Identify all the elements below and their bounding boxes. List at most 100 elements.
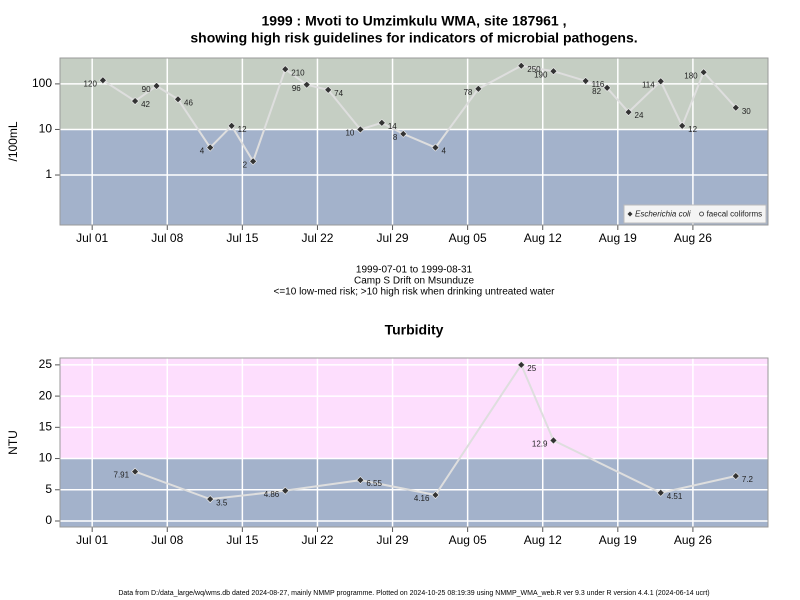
data-label: 12 <box>238 125 247 134</box>
data-point <box>227 121 236 130</box>
data-label: 114 <box>642 80 655 89</box>
x-tick-label: Jul 22 <box>301 533 333 547</box>
data-label: 6.55 <box>366 479 382 488</box>
x-tick-label: Aug 19 <box>599 231 637 245</box>
data-label: 120 <box>84 79 98 88</box>
x-tick-label: Aug 05 <box>449 231 487 245</box>
data-label: 14 <box>388 122 397 131</box>
data-label: 210 <box>291 68 305 77</box>
data-point <box>206 495 215 504</box>
x-tick-label: Aug 05 <box>449 533 487 547</box>
x-tick-label: Jul 01 <box>76 533 108 547</box>
data-label: 82 <box>592 87 601 96</box>
plot-frame <box>59 357 769 528</box>
data-point <box>152 82 161 90</box>
data-label: 3.5 <box>216 498 228 507</box>
x-tick-label: Aug 12 <box>524 231 562 245</box>
chart-title: Turbidity <box>385 322 444 338</box>
data-point <box>206 143 215 152</box>
y-tick-label: 5 <box>45 482 52 496</box>
data-point <box>549 67 558 76</box>
y-axis-label: /100mL <box>6 121 20 161</box>
x-tick-label: Jul 29 <box>377 533 409 547</box>
data-label: 12.9 <box>532 440 548 449</box>
data-label: 25 <box>527 364 536 373</box>
legend-marker <box>699 211 704 217</box>
data-label: 4 <box>441 147 446 156</box>
data-point <box>549 436 558 445</box>
data-label: 7.91 <box>114 471 130 480</box>
data-label: 4.51 <box>667 492 683 501</box>
data-label: 12 <box>688 125 697 134</box>
data-point <box>399 129 408 138</box>
chart-title: showing high risk guidelines for indicat… <box>190 30 637 46</box>
data-point <box>731 103 740 112</box>
data-point <box>281 65 290 74</box>
data-label: 24 <box>635 111 644 120</box>
x-tick-label: Aug 12 <box>524 533 562 547</box>
y-tick-label: 0 <box>45 513 52 527</box>
note: Camp S Drift on Msunduze <box>354 276 474 287</box>
data-point <box>324 85 333 94</box>
data-point <box>174 95 182 104</box>
data-label: 180 <box>684 71 698 80</box>
data-label: 4.86 <box>264 490 280 499</box>
data-point <box>731 472 740 480</box>
data-label: 42 <box>141 100 150 109</box>
data-point <box>431 143 440 152</box>
y-tick-label: 1 <box>45 167 52 181</box>
x-tick-label: Aug 19 <box>599 533 637 547</box>
y-axis-label: NTU <box>6 430 20 455</box>
low-risk-band <box>60 458 768 527</box>
high-risk-band <box>60 358 768 459</box>
plot-frame <box>59 57 769 226</box>
data-point <box>656 488 665 497</box>
y-tick-label: 20 <box>39 388 53 402</box>
data-point <box>131 467 140 476</box>
data-label: 7.2 <box>742 475 754 484</box>
data-label: 10 <box>345 129 354 138</box>
data-label: 2 <box>243 160 248 169</box>
high-risk-band <box>60 58 768 130</box>
x-tick-label: Jul 22 <box>301 231 333 245</box>
y-tick-label: 10 <box>39 451 53 465</box>
data-point <box>377 118 386 127</box>
chart-title: 1999 : Mvoti to Umzimkulu WMA, site 1879… <box>262 13 567 29</box>
data-point <box>517 360 526 369</box>
data-point <box>656 77 665 86</box>
data-label: 90 <box>142 85 151 94</box>
legend-label: faecal coliforms <box>707 210 763 219</box>
legend-label: Escherichia coli <box>635 210 691 219</box>
data-point <box>678 121 687 130</box>
legend-box <box>623 204 767 224</box>
data-label: 4.16 <box>414 494 430 503</box>
data-label: 46 <box>184 98 193 107</box>
data-label: 190 <box>534 70 548 79</box>
data-point <box>624 108 633 117</box>
data-point <box>302 80 311 89</box>
y-tick-label: 100 <box>32 76 52 90</box>
note: <=10 low-med risk; >10 high risk when dr… <box>274 287 556 298</box>
data-label: 250 <box>527 65 541 74</box>
note: 1999-07-01 to 1999-08-31 <box>356 265 473 276</box>
data-point <box>249 157 258 166</box>
data-point <box>581 77 590 85</box>
data-point <box>474 84 483 93</box>
series-line <box>102 64 737 164</box>
data-label: 116 <box>592 80 605 89</box>
footer: Data from D:/data_large/wq/wms.db dated … <box>118 590 709 597</box>
data-point <box>281 486 290 495</box>
data-point <box>431 491 440 499</box>
x-tick-label: Jul 08 <box>151 231 183 245</box>
data-point <box>356 125 365 134</box>
data-point <box>98 76 107 85</box>
y-tick-label: 10 <box>39 122 53 136</box>
data-label: 78 <box>463 88 472 97</box>
data-label: 8 <box>393 133 398 142</box>
x-tick-label: Aug 26 <box>674 231 712 245</box>
x-tick-label: Jul 15 <box>226 533 258 547</box>
data-point <box>603 83 612 92</box>
data-label: 96 <box>292 84 301 93</box>
data-point <box>699 68 708 77</box>
